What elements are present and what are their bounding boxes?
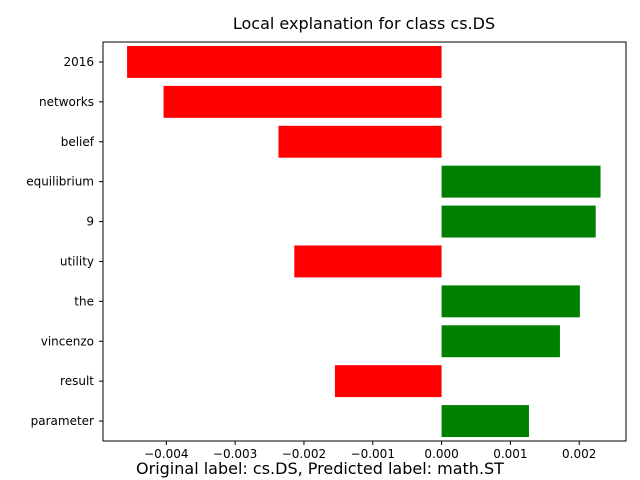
bar-belief bbox=[278, 125, 442, 158]
bar-result bbox=[334, 365, 442, 398]
x-tick-label: −0.002 bbox=[282, 447, 326, 461]
bar-equilibrium bbox=[441, 165, 601, 198]
x-tick-label: −0.003 bbox=[213, 447, 257, 461]
bar-2016 bbox=[127, 45, 442, 78]
y-tick-label: vincenzo bbox=[41, 334, 94, 348]
bar-networks bbox=[163, 85, 442, 118]
footer-label: Original label: cs.DS, Predicted label: … bbox=[136, 459, 504, 478]
bar-vincenzo bbox=[441, 325, 560, 358]
y-tick-label: parameter bbox=[31, 414, 94, 428]
x-tick-label: 0.000 bbox=[424, 447, 458, 461]
x-tick-label: 0.002 bbox=[562, 447, 596, 461]
bar-utility bbox=[294, 245, 442, 278]
y-tick-label: 2016 bbox=[63, 55, 94, 69]
bars-layer bbox=[127, 45, 601, 438]
chart-title: Local explanation for class cs.DS bbox=[233, 14, 495, 33]
x-tick-label: −0.004 bbox=[144, 447, 188, 461]
bar-9 bbox=[441, 205, 596, 238]
y-tick-label: result bbox=[60, 374, 94, 388]
bar-the bbox=[441, 285, 580, 318]
x-tick-label: −0.001 bbox=[351, 447, 395, 461]
x-tick-label: 0.001 bbox=[493, 447, 527, 461]
y-tick-label: belief bbox=[61, 135, 95, 149]
y-tick-label: the bbox=[74, 294, 94, 308]
y-tick-label: 9 bbox=[86, 215, 94, 229]
y-tick-label: networks bbox=[39, 95, 94, 109]
plot-frame bbox=[102, 41, 627, 442]
y-tick-label: equilibrium bbox=[26, 175, 94, 189]
axes-layer: 2016 networks belief equilibrium 9 utility the… bbox=[26, 41, 627, 461]
y-tick-label: utility bbox=[60, 254, 94, 268]
bar-parameter bbox=[441, 405, 529, 438]
